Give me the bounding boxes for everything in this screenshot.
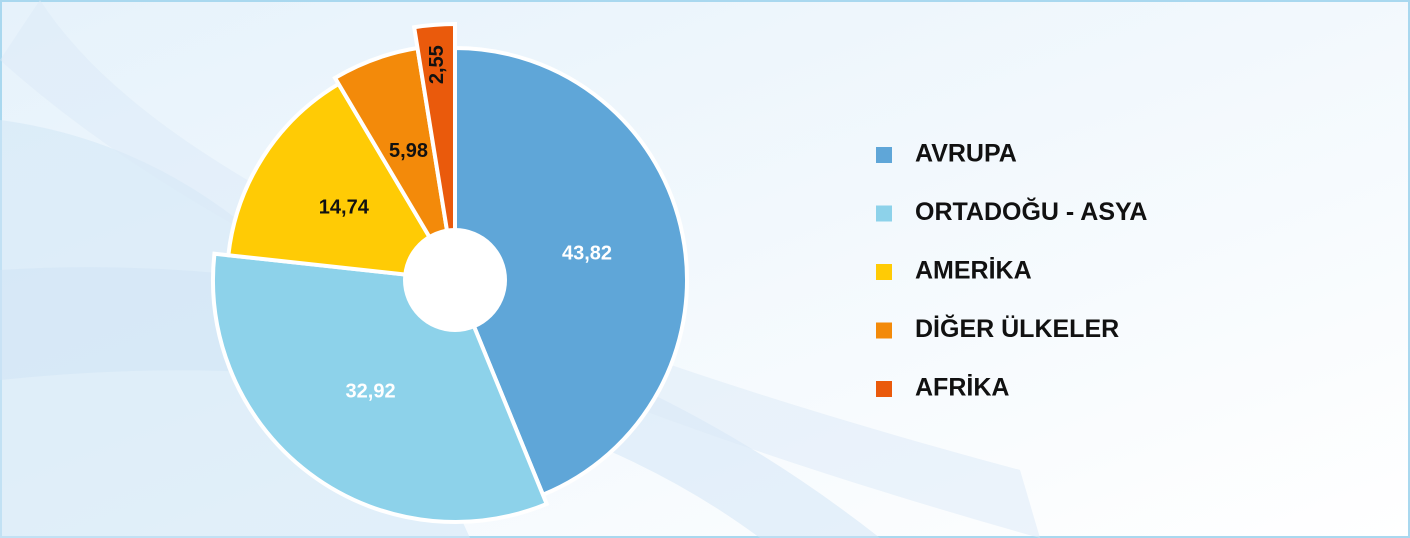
pie: 43,82 32,92 14,74 5,98 2,55 [211, 21, 689, 524]
legend-label: DİĞER ÜLKELER [915, 314, 1119, 343]
legend-label: ORTADOĞU - ASYA [915, 197, 1147, 226]
data-label: 43,82 [562, 242, 612, 264]
legend-swatch [876, 264, 892, 280]
legend-swatch [876, 205, 892, 222]
legend: AVRUPA ORTADOĞU - ASYA AMERİKA DİĞER ÜLKELE… [876, 140, 1147, 402]
legend-label: AMERİKA [915, 257, 1032, 285]
legend-swatch [876, 381, 892, 397]
legend-swatch [876, 322, 892, 339]
slice [411, 21, 457, 281]
data-label: 2,55 [426, 45, 448, 84]
slice [226, 81, 459, 283]
legend-label: AFRİKA [915, 374, 1009, 402]
legend-swatch [876, 147, 892, 163]
decor [0, 0, 1040, 538]
data-label: 32,92 [346, 380, 396, 402]
data-label: 5,98 [389, 140, 428, 162]
data-label: 14,74 [319, 197, 370, 219]
hole [403, 228, 507, 332]
legend-label: AVRUPA [915, 140, 1017, 168]
slice [453, 45, 689, 498]
